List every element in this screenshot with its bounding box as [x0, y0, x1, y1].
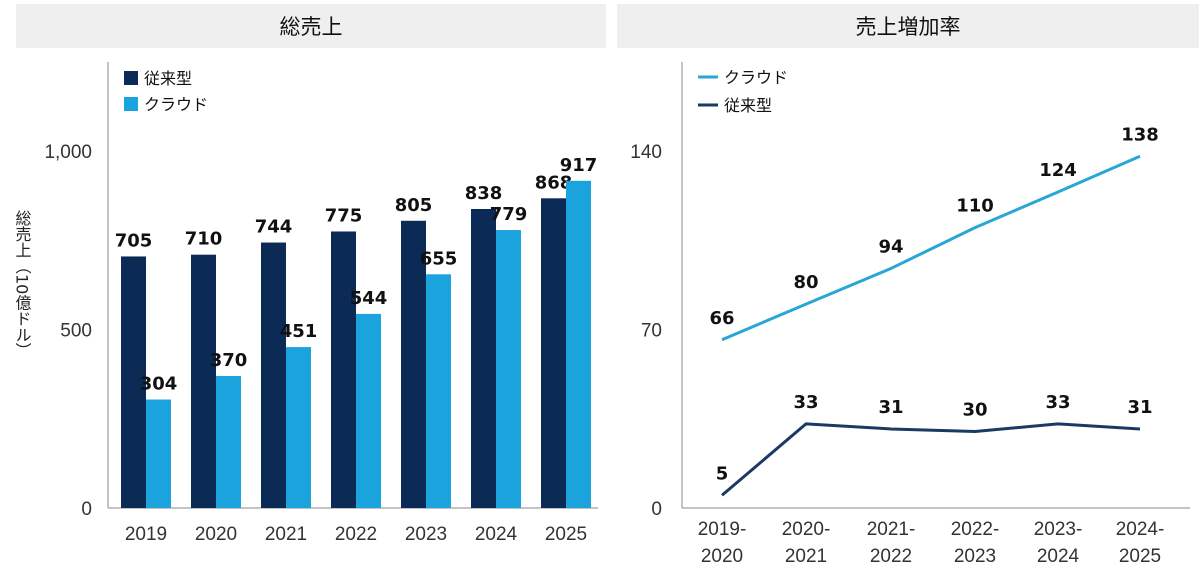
y-tick-label: 0 — [81, 499, 92, 520]
legend-swatch — [124, 71, 138, 85]
x-tick-label-line2: 2020 — [701, 546, 743, 567]
data-label: 805 — [395, 195, 433, 216]
x-tick-label-line2: 2024 — [1037, 546, 1080, 567]
data-label: 655 — [420, 248, 458, 269]
bar-traditional — [541, 198, 566, 508]
x-tick-label-line1: 2024- — [1116, 519, 1165, 540]
x-tick-label-line1: 2021- — [867, 519, 916, 540]
series-line-traditional — [721, 422, 1141, 497]
x-tick-label-line2: 2021 — [785, 546, 827, 567]
bar-traditional — [191, 254, 216, 508]
x-tick-label: 2020 — [195, 524, 237, 545]
data-label: 744 — [255, 217, 293, 238]
x-tick-label-line1: 2022- — [951, 519, 1000, 540]
x-tick-label-line1: 2020- — [782, 519, 831, 540]
data-label: 30 — [962, 400, 987, 421]
y-tick-label: 500 — [60, 321, 92, 342]
data-label: 5 — [716, 463, 729, 484]
data-label: 451 — [280, 321, 318, 342]
bar-traditional — [331, 231, 356, 509]
x-tick-label: 2023 — [405, 524, 447, 545]
legend-label: 従来型 — [724, 96, 772, 115]
bar-traditional — [471, 209, 496, 509]
data-label: 304 — [140, 374, 178, 395]
y-tick-label: 70 — [641, 321, 662, 342]
data-label: 110 — [956, 196, 994, 217]
legend-swatch — [124, 97, 138, 111]
y-tick-label: 140 — [630, 142, 662, 163]
data-label: 94 — [878, 236, 903, 257]
right-chart-title: 売上増加率 — [617, 4, 1199, 48]
x-tick-label-line2: 2025 — [1119, 546, 1161, 567]
legend-label: クラウド — [144, 95, 208, 114]
data-label: 544 — [350, 288, 388, 309]
data-label: 370 — [210, 350, 248, 371]
y-tick-label: 1,000 — [44, 142, 92, 163]
data-label: 31 — [878, 397, 903, 418]
bar-cloud — [216, 375, 241, 508]
y-tick-label: 0 — [651, 499, 662, 520]
data-label: 917 — [560, 155, 598, 176]
data-label: 33 — [793, 392, 818, 413]
legend-label: 従来型 — [144, 69, 192, 88]
data-label: 138 — [1121, 124, 1159, 145]
bar-traditional — [121, 256, 146, 508]
y-axis-label: 総売上（10億ドル） — [13, 210, 32, 358]
x-tick-label-line2: 2022 — [870, 546, 912, 567]
bar-cloud — [566, 180, 591, 509]
x-tick-label-line2: 2023 — [954, 546, 996, 567]
data-label: 775 — [325, 205, 363, 226]
x-tick-label-line1: 2023- — [1034, 519, 1083, 540]
bar-cloud — [356, 313, 381, 508]
bar-cloud — [146, 399, 171, 508]
x-tick-label-line1: 2019- — [698, 519, 747, 540]
data-label: 779 — [490, 204, 528, 225]
data-label: 124 — [1039, 160, 1077, 181]
bar-traditional — [261, 242, 286, 508]
x-tick-label: 2021 — [265, 524, 307, 545]
data-label: 33 — [1045, 392, 1070, 413]
x-tick-label: 2025 — [545, 524, 587, 545]
data-label: 838 — [465, 183, 503, 204]
x-tick-label: 2022 — [335, 524, 377, 545]
data-label: 868 — [535, 172, 573, 193]
data-label: 80 — [793, 272, 818, 293]
bar-cloud — [426, 274, 451, 508]
series-line-cloud — [721, 154, 1141, 342]
data-label: 705 — [115, 230, 153, 251]
x-tick-label: 2024 — [475, 524, 518, 545]
bar-traditional — [401, 220, 426, 508]
bar-cloud — [496, 230, 521, 508]
data-label: 31 — [1127, 397, 1152, 418]
left-chart-title: 総売上 — [16, 4, 606, 48]
legend-label: クラウド — [724, 68, 788, 87]
data-label: 710 — [185, 229, 223, 250]
x-tick-label: 2019 — [125, 524, 167, 545]
bar-cloud — [286, 347, 311, 508]
total-sales-bar-chart: 0 500 1,000 総売上（10億ドル） 705 304 2019 710 370 2020 7… — [13, 62, 598, 545]
data-label: 66 — [709, 308, 734, 329]
